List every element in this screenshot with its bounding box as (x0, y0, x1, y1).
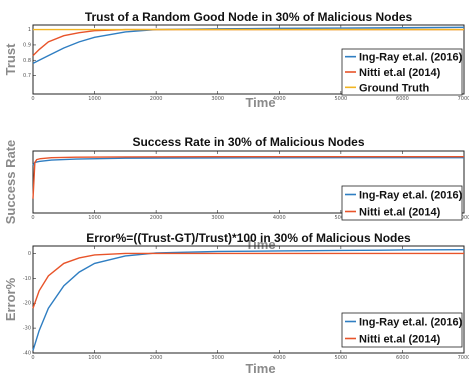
series-line-1 (32, 249, 465, 351)
plot-area (32, 24, 465, 95)
series-line-1 (32, 26, 465, 64)
legend-label: Ground Truth (359, 82, 430, 94)
plot-area (32, 245, 465, 354)
legend-label: Nitti et.al (2014) (359, 334, 441, 346)
legend: Ing-Ray et.al. (2016) Nitti et.al (2014) (341, 312, 463, 348)
chart-panel-3: Error%=((Trust-GT)/Trust)*100 in 30% of … (3, 231, 469, 376)
x-tick-label: 5000 (334, 355, 347, 361)
legend-box (341, 185, 463, 221)
chart-title: Success Rate in 30% of Malicious Nodes (132, 135, 364, 149)
y-tick-label: 1 (28, 27, 31, 33)
x-tick-label: 1000 (88, 215, 101, 221)
x-tick-label: 6000 (396, 96, 409, 102)
legend-label: Ing-Ray et.al. (2016) (359, 190, 463, 202)
plot-area (32, 150, 465, 214)
x-tick-label: 4000 (273, 355, 286, 361)
x-tick-label: 7000 (458, 215, 469, 221)
chart-panel-2: Success Rate in 30% of Malicious Nodes 0 1… (3, 135, 469, 252)
y-tick-label: -30 (23, 326, 31, 332)
x-tick-label: 2000 (150, 96, 163, 102)
y-tick-label: -20 (23, 301, 31, 307)
chart-title: Trust of a Random Good Node in 30% of Ma… (85, 10, 413, 24)
legend-box (341, 312, 463, 348)
series-line-2 (32, 156, 464, 199)
legend-label: Nitti et.al (2014) (359, 67, 441, 79)
legend: Ing-Ray et.al. (2016) Nitti et.al (2014) G… (341, 48, 463, 96)
x-tick-label: 2000 (150, 355, 163, 361)
legend-label: Nitti et.al (2014) (359, 207, 441, 219)
x-axis-label: Time (245, 95, 275, 110)
y-tick-label: 0 (28, 251, 31, 257)
y-axis-label: Trust (3, 43, 18, 75)
x-tick-label: 2000 (150, 215, 163, 221)
x-tick-label: 5000 (334, 215, 347, 221)
y-tick-label: 0.7 (23, 73, 31, 79)
x-tick-label: 7000 (458, 355, 469, 361)
legend: Ing-Ray et.al. (2016) Nitti et.al (2014) (341, 185, 463, 221)
x-tick-label: 7000 (458, 96, 469, 102)
legend-box (341, 48, 463, 96)
x-axis-label: Time (245, 237, 275, 252)
x-tick-label: 4000 (273, 96, 286, 102)
y-tick-label: -40 (23, 351, 31, 357)
x-tick-label: 3000 (211, 355, 224, 361)
x-axis-label: Time (245, 361, 275, 376)
x-tick-label: 0 (31, 215, 34, 221)
x-tick-label: 0 (31, 96, 34, 102)
x-tick-label: 3000 (211, 96, 224, 102)
legend-label: Ing-Ray et.al. (2016) (359, 317, 463, 329)
x-tick-label: 1000 (88, 96, 101, 102)
x-tick-label: 3000 (211, 215, 224, 221)
x-tick-label: 5000 (334, 96, 347, 102)
chart-title: Error%=((Trust-GT)/Trust)*100 in 30% of … (86, 231, 411, 245)
series-line-2 (32, 252, 464, 309)
x-tick-label: 6000 (396, 355, 409, 361)
y-tick-label: 0.9 (23, 42, 31, 48)
x-tick-label: 0 (31, 355, 34, 361)
x-tick-label: 4000 (273, 215, 286, 221)
y-tick-label: -10 (23, 276, 31, 282)
y-axis-label: Error% (3, 277, 18, 321)
chart-panel-1: Trust of a Random Good Node in 30% of Ma… (3, 10, 469, 110)
y-tick-label: 0.8 (23, 58, 31, 64)
legend-label: Ing-Ray et.al. (2016) (359, 52, 463, 64)
y-axis-label: Success Rate (3, 140, 18, 225)
x-tick-label: 1000 (88, 355, 101, 361)
series-line-1 (32, 156, 464, 166)
